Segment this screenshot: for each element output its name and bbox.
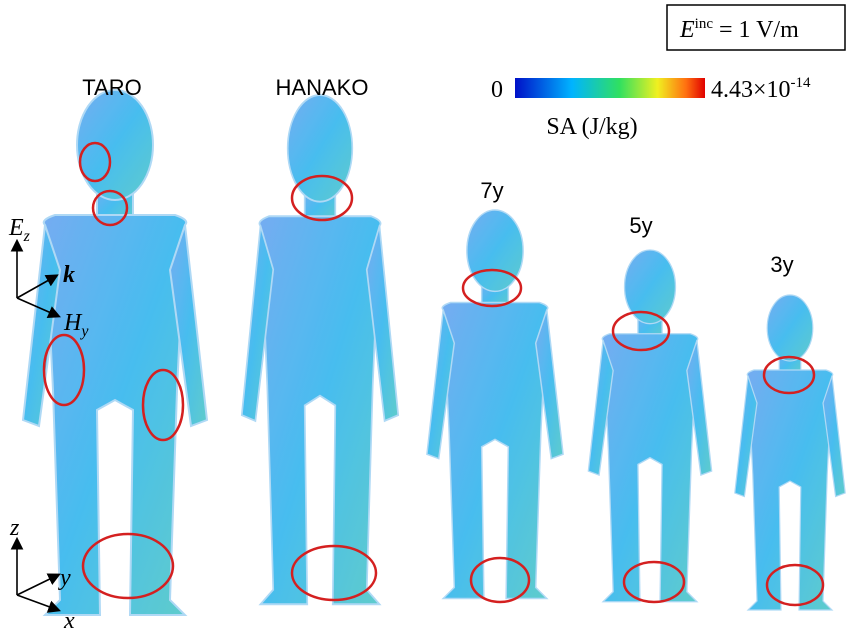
x-label: x — [63, 608, 75, 634]
z-label: z — [9, 515, 20, 541]
colorbar: 0 4.43×10-14 SA (J/kg) — [491, 75, 811, 140]
hotspot-rings — [42, 141, 825, 607]
label-7y: 7y — [480, 178, 503, 203]
h-label: Hy — [63, 310, 89, 340]
k-label: k — [63, 262, 75, 288]
field-box: Einc = 1 V/m — [666, 4, 846, 51]
y-label: y — [58, 565, 71, 591]
colorbar-label: SA (J/kg) — [546, 114, 637, 140]
colorbar-max: 4.43×10-14 — [711, 75, 811, 103]
label-5y: 5y — [629, 213, 652, 238]
label-hanako: HANAKO — [276, 75, 369, 100]
field-text: Einc = 1 V/m — [679, 16, 799, 43]
label-taro: TARO — [82, 75, 141, 100]
label-3y: 3y — [770, 252, 793, 277]
e-label: Ez — [8, 215, 31, 245]
colorbar-min: 0 — [491, 77, 503, 103]
coordinate-axes: z y x — [9, 515, 75, 634]
incidence-axes: Ez k Hy — [8, 215, 89, 340]
